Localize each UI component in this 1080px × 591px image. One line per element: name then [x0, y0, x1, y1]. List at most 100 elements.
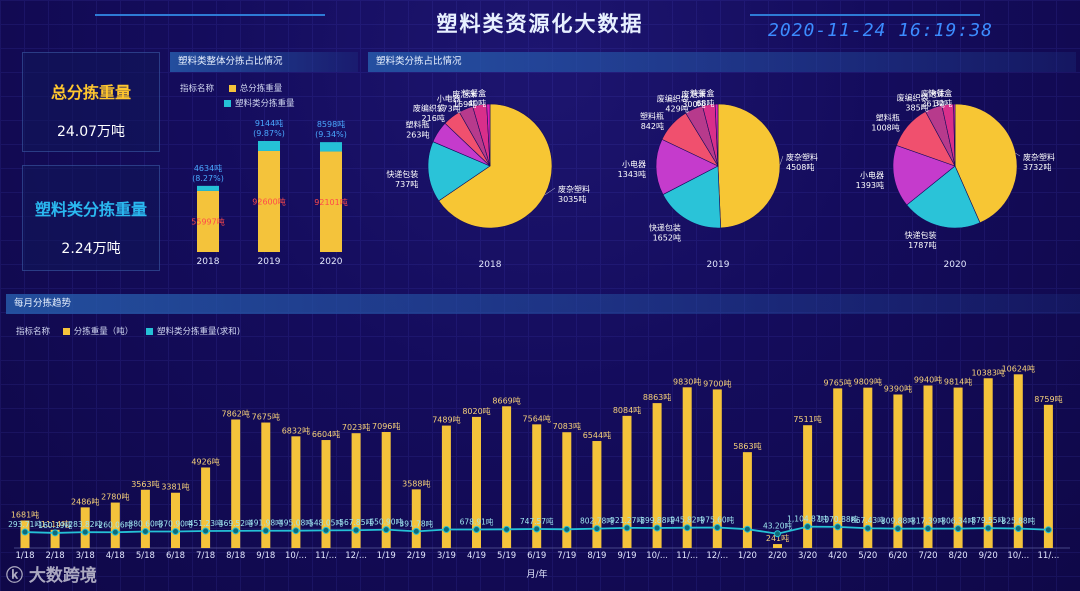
monthly-line-label: 260.06吨	[98, 519, 132, 529]
monthly-x-tick-label: 2/18	[46, 551, 65, 561]
header-line-right	[750, 14, 980, 16]
monthly-line-point	[623, 524, 631, 532]
monthly-legend-swatch-total	[62, 328, 70, 335]
pie-slice-value: 1008吨	[871, 123, 899, 133]
monthly-line-label: 879.55吨	[971, 515, 1005, 525]
monthly-bar-label: 7862吨	[222, 408, 250, 418]
monthly-line-label: 975.60吨	[700, 514, 734, 524]
monthly-line-point	[593, 525, 601, 533]
monthly-bar-label: 8863吨	[643, 392, 671, 402]
monthly-legend-plastic-text: 塑料类分拣重量(求和)	[156, 327, 241, 337]
monthly-line-point	[292, 527, 300, 535]
pie-slice-value: 1652吨	[653, 233, 681, 243]
monthly-bar-label: 7489吨	[432, 415, 460, 425]
monthly-line-label: 802.78吨	[580, 516, 614, 526]
monthly-bar-label: 9809吨	[854, 377, 882, 387]
pie-slice-name: 快递包装	[386, 169, 418, 179]
monthly-line-point	[322, 526, 330, 534]
monthly-bar-label: 7083吨	[553, 421, 581, 431]
pie-slice-value: 68吨	[696, 98, 714, 108]
monthly-bar	[411, 489, 421, 548]
monthly-line-point	[683, 524, 691, 532]
monthly-bar	[472, 416, 481, 548]
monthly-bar	[532, 424, 542, 548]
monthly-x-tick-label: 8/19	[587, 551, 606, 561]
pie-year-label: 2018	[479, 260, 502, 270]
pie-slice-name: 废编织袋	[657, 94, 689, 104]
monthly-bar	[863, 387, 873, 548]
monthly-line-label: 1,104.87吨	[787, 514, 828, 524]
monthly-bar	[261, 422, 271, 548]
monthly-line-point	[503, 525, 511, 533]
monthly-bar	[381, 431, 391, 548]
monthly-bar	[291, 436, 301, 548]
monthly-bar	[50, 529, 60, 548]
pie-slice-name: 快餐盒	[462, 88, 486, 98]
monthly-x-tick-label: 5/18	[136, 551, 155, 561]
monthly-x-tick-label: 11/...	[1038, 551, 1060, 561]
monthly-bar-label: 6832吨	[282, 425, 310, 435]
legend-swatch-total	[228, 85, 236, 92]
monthly-bar	[712, 389, 722, 548]
monthly-x-tick-label: 9/19	[617, 551, 636, 561]
pie-slice-name: 废泡沫	[921, 88, 945, 98]
monthly-line-label: 809.88吨	[881, 516, 915, 526]
monthly-line-point	[442, 525, 450, 533]
monthly-bar-label: 5863吨	[733, 441, 761, 451]
monthly-line-point	[473, 525, 480, 533]
monthly-line-label: 678.91吨	[460, 516, 494, 526]
pie-slice-value: 32吨	[934, 98, 952, 108]
monthly-line-label: 370.90吨	[159, 519, 193, 529]
monthly-line-label: 548.05吨	[309, 517, 343, 527]
monthly-bar	[171, 492, 180, 548]
monthly-line-point	[804, 523, 812, 531]
monthly-x-tick-label: 6/19	[527, 551, 546, 561]
monthly-x-tick-label: 10/...	[1007, 551, 1029, 561]
monthly-line-point	[382, 526, 390, 534]
monthly-bar-label: 9765吨	[824, 377, 852, 387]
pie-slice-value: 429吨	[665, 104, 688, 114]
pie-slice-name: 废杂塑料	[558, 184, 590, 194]
monthly-x-tick-label: 3/18	[76, 551, 95, 561]
monthly-line-point	[954, 525, 962, 533]
monthly-line-label: 921.27吨	[610, 515, 644, 525]
pie-slice-name: 快递包装	[904, 230, 936, 240]
pie-year-label: 2020	[944, 260, 967, 270]
monthly-bar	[652, 403, 662, 548]
overall-bar-plastic	[320, 142, 342, 152]
overall-bar-plastic-label: 4634吨	[194, 163, 222, 173]
monthly-line-label: 747.57吨	[520, 516, 554, 526]
monthly-legend: 指标名称 分拣重量（吨） 塑料类分拣重量(求和)	[16, 325, 240, 337]
monthly-bar	[742, 452, 752, 548]
pie-slice	[954, 103, 1018, 224]
monthly-bar	[622, 415, 632, 548]
overall-bar-pct-label: (8.27%)	[192, 174, 224, 183]
monthly-line-label: 567.85吨	[339, 517, 373, 527]
monthly-line-point	[21, 528, 29, 536]
monthly-bar-label: 10383吨	[971, 367, 1004, 377]
monthly-bar-label: 6544吨	[583, 430, 611, 440]
pie-slice-value: 385吨	[905, 102, 928, 112]
monthly-x-tick-label: 1/19	[377, 551, 396, 561]
monthly-x-tick-label: 1/20	[738, 551, 757, 561]
monthly-line-label: 825.88吨	[1001, 515, 1035, 525]
monthly-bar-label: 7096吨	[372, 421, 400, 431]
overall-x-tick-label: 2019	[258, 257, 281, 267]
monthly-bar-label: 2780吨	[101, 492, 129, 502]
monthly-bar-label: 3563吨	[131, 479, 159, 489]
overall-bar-plastic	[258, 141, 280, 151]
pie-slice-value: 1393吨	[856, 180, 884, 190]
monthly-line-label: 293.71吨	[8, 519, 42, 529]
monthly-bar	[923, 385, 933, 548]
monthly-bar-label: 241吨	[766, 533, 789, 543]
monthly-line-point	[172, 528, 179, 536]
monthly-line-label: 495.08吨	[279, 518, 313, 528]
monthly-x-tick-label: 2/19	[407, 551, 426, 561]
monthly-line-point	[924, 525, 932, 533]
monthly-bar	[140, 489, 150, 548]
monthly-bar	[682, 387, 692, 548]
monthly-line-label: 806.34吨	[941, 516, 975, 526]
monthly-legend-total: 分拣重量（吨）	[62, 327, 133, 337]
monthly-x-tick-label: 6/20	[888, 551, 907, 561]
